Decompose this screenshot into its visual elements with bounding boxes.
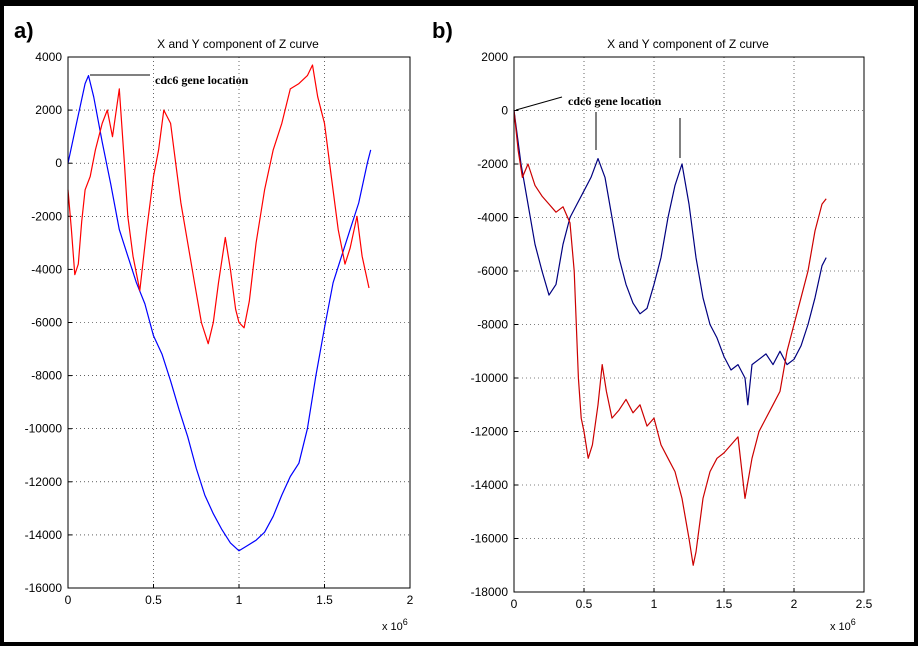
panel-a-y-tick-label: 0	[55, 156, 62, 170]
panel-b-y-tick-label: -18000	[471, 585, 509, 599]
panel-b-series-line-1	[513, 110, 827, 406]
panel-a-x-tick-label: 1.5	[316, 593, 333, 607]
panel-a-x-tick-label: 0.5	[145, 593, 162, 607]
panel-b-axes-box	[513, 56, 865, 593]
panel-b-x-tick-label: 1	[651, 597, 658, 611]
panel-b-y-tick-label: -12000	[471, 425, 509, 439]
panel-a-x-exponent-base: x 10	[382, 621, 403, 633]
panel-b-y-tick-label: -4000	[477, 211, 508, 225]
panel-a-x-tick-label: 1	[236, 593, 243, 607]
panel-a-series-line-1	[67, 74, 372, 552]
panel-b-y-tick-label: 2000	[481, 50, 508, 64]
panel-b-x-tick-label: 1.5	[716, 597, 733, 611]
panel-a-y-tick-label: -6000	[31, 316, 62, 330]
panel-a-y-tick-label: -4000	[31, 262, 62, 276]
panel-b-x-tick-label: 0	[511, 597, 518, 611]
panel-b-y-tick-label: -10000	[471, 371, 509, 385]
panel-b-x-tick-label: 2.5	[856, 597, 873, 611]
panel-b-x-tick-label: 2	[791, 597, 798, 611]
panel-b-y-tick-label: -16000	[471, 532, 509, 546]
panel-b-title: X and Y component of Z curve	[607, 37, 769, 51]
panel-b-x-exponent-base: x 10	[830, 621, 851, 633]
panel-a-letter: a)	[14, 18, 34, 43]
panel-b-x-tick-label: 0.5	[576, 597, 593, 611]
panel-a-y-tick-label: -16000	[25, 581, 63, 595]
panel-a-y-tick-label: -14000	[25, 528, 63, 542]
panel-b-y-tick-label: -6000	[477, 264, 508, 278]
panel-b-y-tick-label: -8000	[477, 318, 508, 332]
panel-a-plot: 0 0.5 1 1.5 2 4000 2000 0 -2000 -4000 -6000 -8000 -1…	[25, 50, 414, 607]
panel-a-title: X and Y component of Z curve	[157, 37, 319, 51]
panel-a-x-exponent: x 106	[382, 617, 408, 633]
panel-a-y-tick-label: 4000	[35, 50, 62, 64]
panel-a-y-tick-label: 2000	[35, 103, 62, 117]
panel-b-y-tick-label: -2000	[477, 157, 508, 171]
panel-b-letter: b)	[432, 18, 453, 43]
panel-a-x-tick-label: 0	[65, 593, 72, 607]
panel-a-axes-box	[67, 56, 411, 589]
panel-a-x-tick-label: 2	[407, 593, 414, 607]
panel-a-y-tick-label: -2000	[31, 209, 62, 223]
panel-a-x-exponent-power: 6	[403, 617, 408, 627]
panel-a-y-tick-label: -10000	[25, 422, 63, 436]
panel-b-annotation-leader-origin	[515, 96, 563, 111]
panel-a-series-line-2	[67, 64, 370, 345]
panel-b-series-line-2	[513, 110, 827, 566]
panel-b-y-tick-label: -14000	[471, 478, 509, 492]
panel-a-y-tick-label: -12000	[25, 475, 63, 489]
panel-b-annotation: cdc6 gene location	[568, 94, 662, 108]
panel-a-annotation: cdc6 gene location	[155, 73, 249, 87]
panel-b-y-tick-label: 0	[501, 104, 508, 118]
panel-b-x-exponent: x 106	[830, 617, 856, 633]
panel-a-y-tick-label: -8000	[31, 369, 62, 383]
panel-b-plot: 0 0.5 1 1.5 2 2.5 2000 0 -2000 -4000 -6000 -8000 -10…	[471, 50, 873, 611]
panel-b-x-exponent-power: 6	[851, 617, 856, 627]
